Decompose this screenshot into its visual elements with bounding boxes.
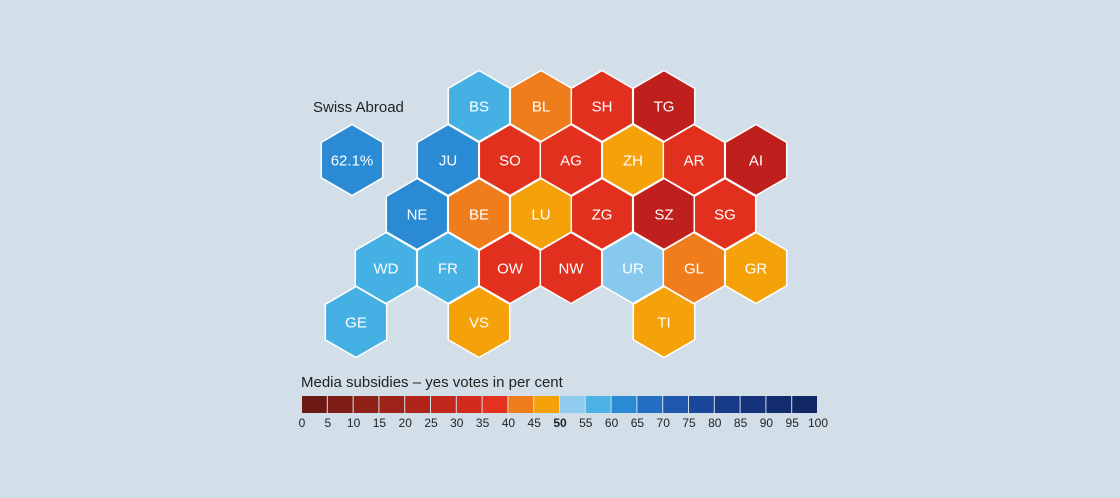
legend-tick-75: 75 (682, 416, 696, 430)
legend-tick-65: 65 (631, 416, 645, 430)
legend-tick-80: 80 (708, 416, 722, 430)
swiss-abroad[interactable]: 62.1% (320, 123, 384, 197)
swiss-abroad-label: 62.1% (331, 152, 374, 169)
canton-wd-label: WD (374, 260, 399, 277)
canton-gr-label: GR (745, 260, 768, 277)
canton-ur[interactable]: UR (601, 231, 665, 305)
legend-tick-60: 60 (605, 416, 619, 430)
canton-bl-label: BL (532, 98, 550, 115)
legend-swatch-19 (792, 396, 817, 413)
canton-sz[interactable]: SZ (632, 177, 696, 251)
legend-swatch-4 (405, 396, 430, 413)
canton-ju-label: JU (439, 152, 457, 169)
legend-tick-90: 90 (760, 416, 774, 430)
legend-tick-95: 95 (786, 416, 800, 430)
canton-gl-label: GL (684, 260, 704, 277)
canton-so[interactable]: SO (478, 123, 542, 197)
legend-tick-40: 40 (502, 416, 516, 430)
legend-swatch-8 (508, 396, 534, 413)
legend-swatch-6 (456, 396, 482, 413)
legend-tick-35: 35 (476, 416, 490, 430)
canton-sg-label: SG (714, 206, 736, 223)
canton-zg-label: ZG (592, 206, 613, 223)
canton-ow-label: OW (497, 260, 524, 277)
canton-ai-label: AI (749, 152, 763, 169)
canton-ag[interactable]: AG (539, 123, 603, 197)
canton-ge-label: GE (345, 314, 367, 331)
canton-ju[interactable]: JU (416, 123, 480, 197)
canton-sz-label: SZ (654, 206, 673, 223)
legend-tick-5: 5 (324, 416, 331, 430)
canton-be-label: BE (469, 206, 489, 223)
legend-swatch-11 (585, 396, 611, 413)
legend-swatch-0 (302, 396, 327, 413)
canton-lu-label: LU (531, 206, 550, 223)
legend-swatch-14 (663, 396, 688, 413)
canton-fr[interactable]: FR (416, 231, 480, 305)
legend-swatch-16 (714, 396, 740, 413)
canton-ge[interactable]: GE (324, 285, 388, 359)
canton-vs-label: VS (469, 314, 489, 331)
legend-swatch-12 (611, 396, 637, 413)
canton-ur-label: UR (622, 260, 644, 277)
legend-tick-50: 50 (553, 416, 567, 430)
legend-swatch-5 (431, 396, 456, 413)
legend-tick-25: 25 (424, 416, 438, 430)
legend-swatch-9 (534, 396, 559, 413)
canton-sh-label: SH (592, 98, 613, 115)
hex-layer: BS BL SH TG JU SO AG ZH AR AI NE BE LU ZG SZ SG WD FR OW NW… (324, 69, 788, 359)
canton-sh[interactable]: SH (570, 69, 634, 143)
swiss-abroad-label: Swiss Abroad (313, 99, 404, 116)
legend-tick-55: 55 (579, 416, 593, 430)
legend-swatch-3 (379, 396, 405, 413)
canton-ti[interactable]: TI (632, 285, 696, 359)
legend-swatch-2 (353, 396, 379, 413)
legend-tick-15: 15 (373, 416, 387, 430)
canton-so-label: SO (499, 152, 521, 169)
legend-tick-85: 85 (734, 416, 748, 430)
canton-gr[interactable]: GR (724, 231, 788, 305)
canton-zh-label: ZH (623, 152, 643, 169)
canton-gr-shape (724, 231, 788, 305)
canton-sg[interactable]: SG (693, 177, 757, 251)
canton-tg-label: TG (654, 98, 675, 115)
canton-ge-shape (324, 285, 388, 359)
legend-swatch-15 (689, 396, 714, 413)
legend-tick-20: 20 (399, 416, 413, 430)
canton-ar-label: AR (684, 152, 705, 169)
canton-ti-shape (632, 285, 696, 359)
legend-swatch-1 (327, 396, 353, 413)
canton-sg-shape (693, 177, 757, 251)
canton-nw-label: NW (559, 260, 585, 277)
canton-ne-label: NE (407, 206, 428, 223)
canton-zg[interactable]: ZG (570, 177, 634, 251)
canton-bs-label: BS (469, 98, 489, 115)
canton-ai-shape (724, 123, 788, 197)
canton-ag-label: AG (560, 152, 582, 169)
legend-swatch-7 (482, 396, 508, 413)
legend-tick-100: 100 (808, 416, 828, 430)
canton-fr-label: FR (438, 260, 458, 277)
legend-tick-45: 45 (528, 416, 542, 430)
canton-ai[interactable]: AI (724, 123, 788, 197)
canton-vs[interactable]: VS (447, 285, 511, 359)
legend-swatch-17 (740, 396, 766, 413)
legend-tick-70: 70 (657, 416, 671, 430)
swiss-abroad-shape (320, 123, 384, 197)
legend-swatch-10 (560, 396, 585, 413)
canton-ti-label: TI (657, 314, 670, 331)
legend-title: Media subsidies – yes votes in per cent (301, 374, 564, 391)
canton-bs[interactable]: BS (447, 69, 511, 143)
legend-swatch-18 (766, 396, 792, 413)
legend-scale: 0 5 10 15 20 25 30 35 40 45 50 55 60 65 70 75 80 85 90 95 10… (299, 396, 828, 430)
legend-swatch-13 (637, 396, 663, 413)
legend-tick-10: 10 (347, 416, 361, 430)
canton-ow[interactable]: OW (478, 231, 542, 305)
legend-tick-0: 0 (299, 416, 306, 430)
swiss-abroad-hex[interactable]: 62.1% (320, 123, 384, 197)
canton-tg[interactable]: TG (632, 69, 696, 143)
canton-vs-shape (447, 285, 511, 359)
legend-tick-30: 30 (450, 416, 464, 430)
